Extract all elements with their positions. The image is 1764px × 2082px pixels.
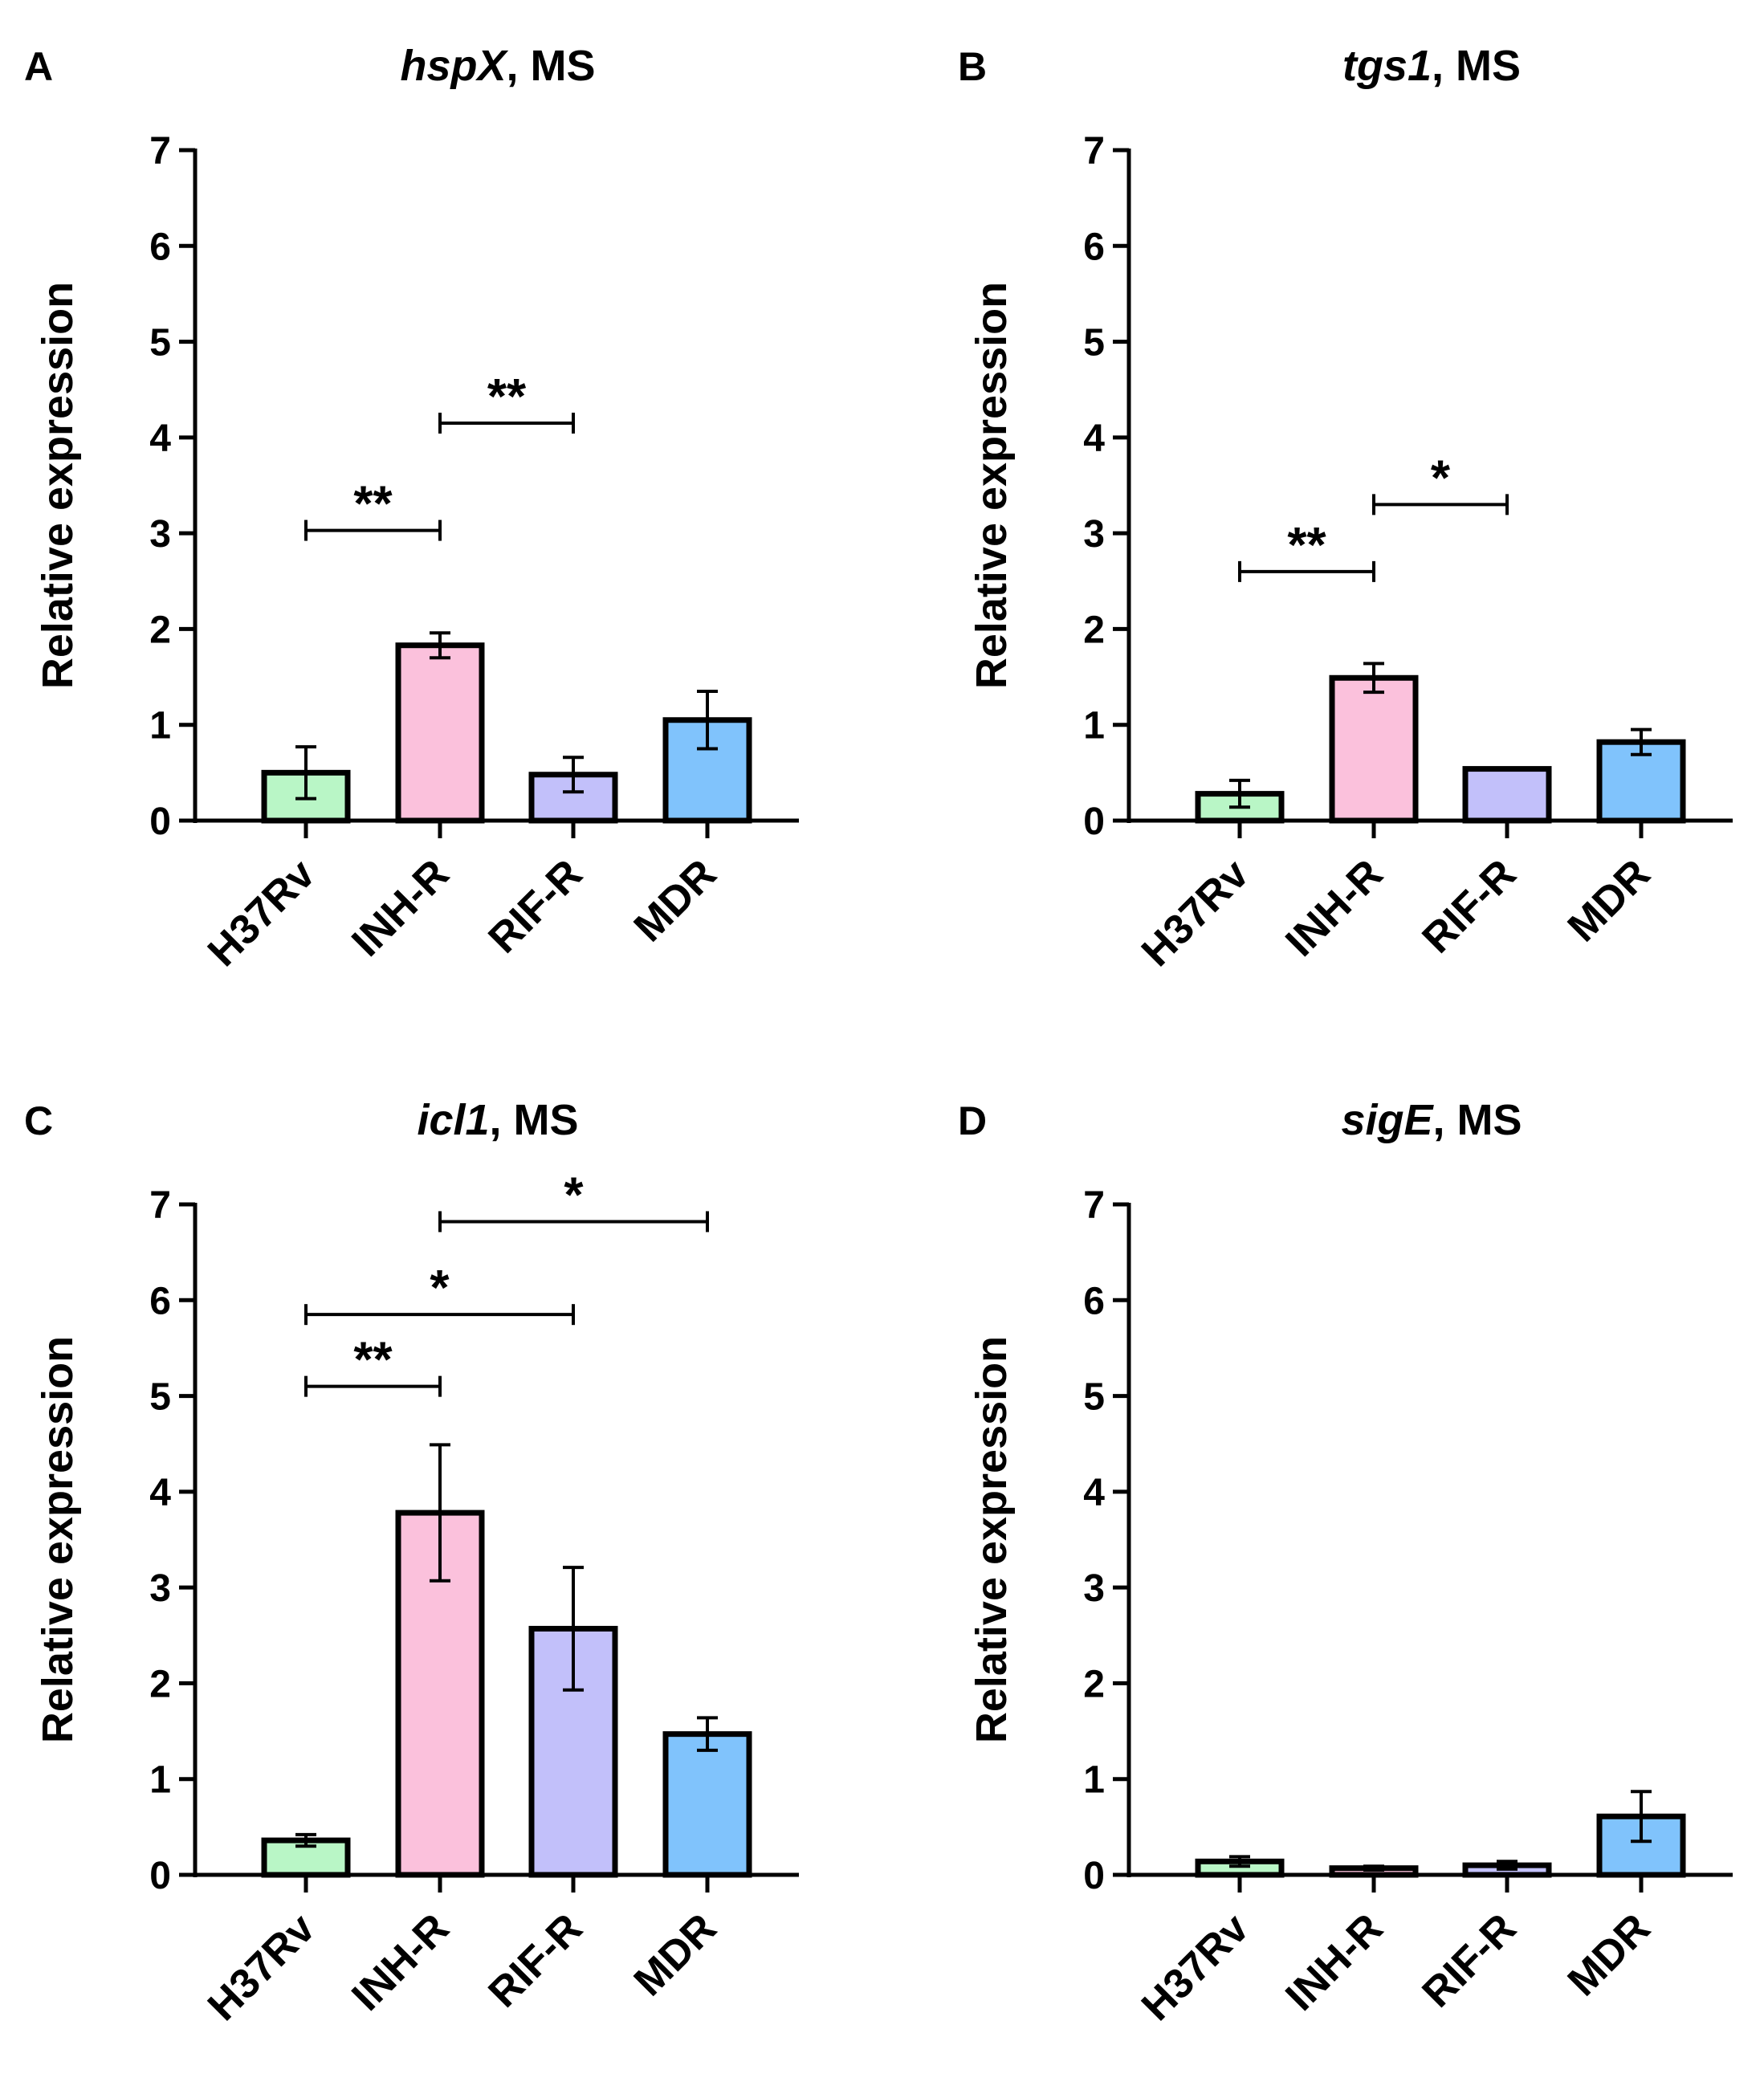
y-axis-label: Relative expression bbox=[34, 282, 82, 689]
x-tick-label-inh-r: INH-R bbox=[343, 850, 458, 965]
panel-title: sigE, MS bbox=[1341, 1096, 1522, 1144]
significance-label: * bbox=[564, 1167, 584, 1223]
panel-title-suffix: , MS bbox=[507, 42, 596, 90]
x-tick-label-inh-r: INH-R bbox=[1277, 850, 1391, 965]
y-axis-label: Relative expression bbox=[34, 1336, 82, 1743]
panel-title: tgs1, MS bbox=[1342, 42, 1521, 90]
y-tick-label: 1 bbox=[149, 1759, 171, 1802]
y-tick-label: 6 bbox=[1083, 226, 1105, 268]
x-tick-label-rif-r: RIF-R bbox=[479, 850, 591, 962]
y-tick-label: 2 bbox=[149, 1663, 171, 1705]
y-tick-label: 4 bbox=[1083, 418, 1105, 460]
y-tick-label: 4 bbox=[149, 418, 171, 460]
y-tick-label: 5 bbox=[149, 322, 171, 365]
y-tick-label: 5 bbox=[1083, 1376, 1105, 1419]
y-tick-label: 7 bbox=[1083, 1184, 1105, 1227]
panel-letter: D bbox=[958, 1098, 987, 1143]
y-tick-label: 1 bbox=[149, 705, 171, 748]
y-tick-label: 0 bbox=[149, 801, 171, 843]
y-tick-label: 4 bbox=[149, 1472, 171, 1514]
y-tick-label: 2 bbox=[1083, 609, 1105, 651]
x-tick-label-h37rv: H37Rv bbox=[1133, 850, 1258, 976]
significance-label: * bbox=[1431, 450, 1451, 506]
bar-inh-r bbox=[1329, 674, 1419, 824]
y-tick-label: 7 bbox=[149, 1184, 171, 1227]
y-tick-label: 0 bbox=[1083, 801, 1105, 843]
y-tick-label: 7 bbox=[1083, 130, 1105, 173]
y-tick-label: 5 bbox=[149, 1376, 171, 1419]
y-tick-label: 6 bbox=[1083, 1280, 1105, 1322]
significance-label: ** bbox=[487, 369, 527, 425]
y-tick-label: 0 bbox=[1083, 1855, 1105, 1897]
bar-rif-r bbox=[1462, 766, 1552, 824]
panel-title-gene: icl1 bbox=[417, 1096, 489, 1144]
x-tick-label-h37rv: H37Rv bbox=[199, 1905, 324, 2030]
y-tick-label: 6 bbox=[149, 1280, 171, 1322]
bar-inh-r bbox=[395, 642, 485, 824]
panel-title-gene: sigE bbox=[1341, 1096, 1434, 1144]
y-tick-label: 0 bbox=[149, 1855, 171, 1897]
panel-title: icl1, MS bbox=[417, 1096, 578, 1144]
x-tick-label-mdr: MDR bbox=[1559, 850, 1660, 951]
panel-title-suffix: , MS bbox=[1433, 1096, 1522, 1144]
significance-label: * bbox=[430, 1261, 450, 1316]
bar-mdr bbox=[662, 1731, 752, 1878]
x-tick-label-mdr: MDR bbox=[625, 850, 726, 951]
y-axis-label: Relative expression bbox=[968, 1336, 1016, 1743]
y-tick-label: 3 bbox=[149, 1567, 171, 1610]
x-tick-label-h37rv: H37Rv bbox=[1133, 1905, 1258, 2030]
panel-title: hspX, MS bbox=[400, 42, 595, 90]
panel-letter: A bbox=[24, 44, 53, 89]
x-tick-label-rif-r: RIF-R bbox=[479, 1905, 591, 2016]
y-tick-label: 5 bbox=[1083, 322, 1105, 365]
significance-label: ** bbox=[353, 1333, 393, 1388]
panel-title-gene: hspX bbox=[400, 42, 508, 90]
y-tick-label: 4 bbox=[1083, 1472, 1105, 1514]
significance-label: ** bbox=[353, 477, 393, 532]
y-tick-label: 3 bbox=[1083, 1567, 1105, 1610]
panel-letter: B bbox=[958, 44, 987, 89]
panel-title-suffix: , MS bbox=[1432, 42, 1521, 90]
x-tick-label-mdr: MDR bbox=[1559, 1905, 1660, 2005]
x-tick-label-mdr: MDR bbox=[625, 1905, 726, 2005]
y-tick-label: 6 bbox=[149, 226, 171, 268]
x-tick-label-rif-r: RIF-R bbox=[1413, 850, 1525, 962]
panel-title-gene: tgs1 bbox=[1342, 42, 1432, 90]
y-tick-label: 3 bbox=[149, 513, 171, 556]
y-tick-label: 3 bbox=[1083, 513, 1105, 556]
y-tick-label: 2 bbox=[149, 609, 171, 651]
y-tick-label: 1 bbox=[1083, 1759, 1105, 1802]
x-tick-label-inh-r: INH-R bbox=[1277, 1905, 1391, 2019]
y-tick-label: 2 bbox=[1083, 1663, 1105, 1705]
x-tick-label-rif-r: RIF-R bbox=[1413, 1905, 1525, 2016]
panel-title-suffix: , MS bbox=[490, 1096, 579, 1144]
panel-letter: C bbox=[24, 1098, 53, 1143]
x-tick-label-inh-r: INH-R bbox=[343, 1905, 458, 2019]
y-tick-label: 1 bbox=[1083, 705, 1105, 748]
significance-label: ** bbox=[1287, 518, 1326, 573]
y-tick-label: 7 bbox=[149, 130, 171, 173]
x-tick-label-h37rv: H37Rv bbox=[199, 850, 324, 976]
y-axis-label: Relative expression bbox=[968, 282, 1016, 689]
